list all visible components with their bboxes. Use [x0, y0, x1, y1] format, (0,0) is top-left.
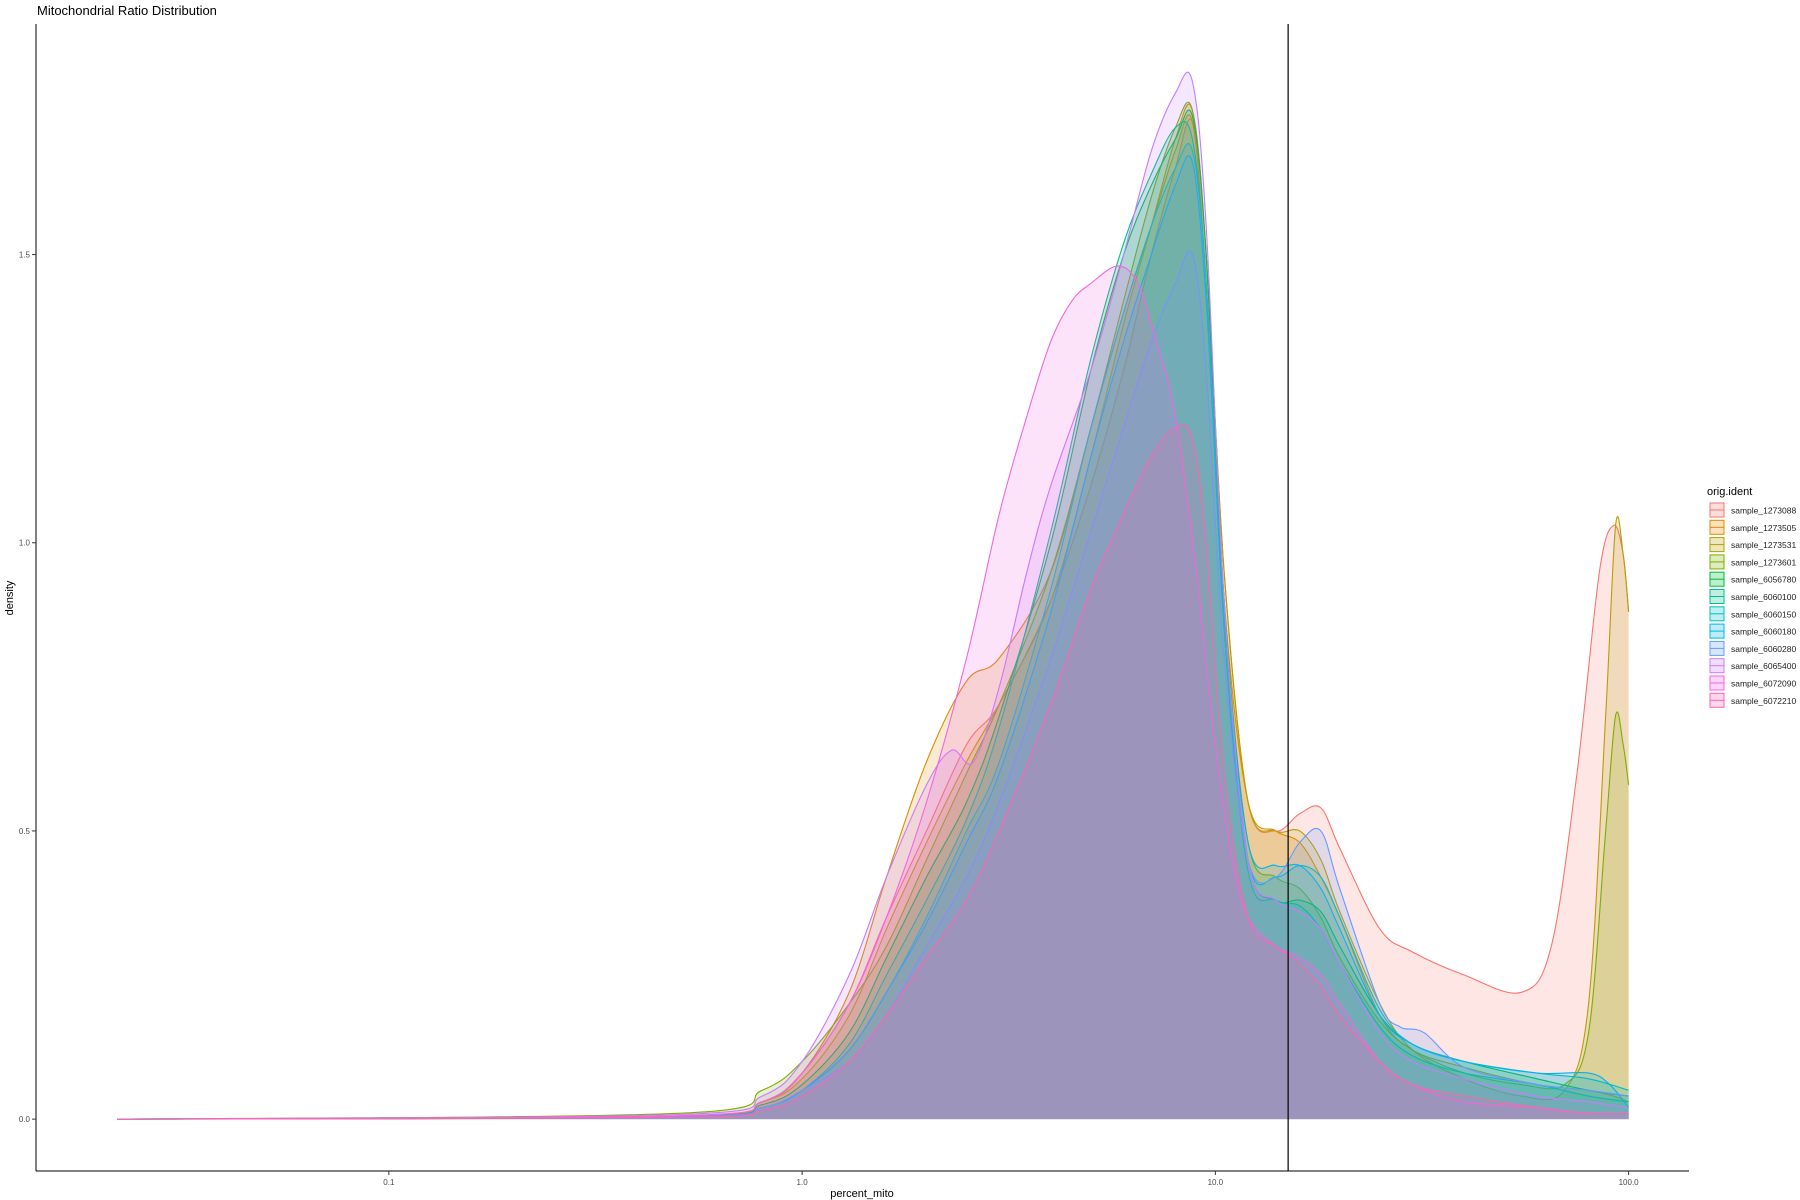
series-layer — [117, 71, 1630, 1120]
legend-items: sample_1273088 sample_1273505 sample_12735… — [1709, 502, 1796, 708]
density-line-sample_6060280 — [117, 250, 1629, 1120]
legend-item-sample_6060180: sample_6060180 — [1709, 623, 1796, 639]
density-line-sample_6072090 — [117, 265, 1629, 1120]
legend-item-sample_6060150: sample_6060150 — [1709, 606, 1796, 622]
y-tick-label: 1.5 — [19, 251, 31, 260]
legend-label: sample_6056780 — [1731, 575, 1796, 585]
legend-item-sample_6072210: sample_6072210 — [1709, 692, 1796, 708]
x-tick-label: 10.0 — [1208, 1178, 1224, 1187]
y-tick-label: 0.0 — [19, 1115, 31, 1124]
legend-item-sample_6072090: sample_6072090 — [1709, 675, 1796, 691]
legend-label: sample_6072210 — [1731, 696, 1796, 706]
legend-label: sample_1273531 — [1731, 540, 1796, 550]
density-area-sample_6060150 — [117, 143, 1629, 1120]
legend-item-sample_6065400: sample_6065400 — [1709, 658, 1796, 674]
legend-label: sample_6060150 — [1731, 609, 1796, 619]
legend-item-sample_1273601: sample_1273601 — [1709, 554, 1796, 570]
density-area-sample_6060280 — [117, 250, 1629, 1120]
density-line-sample_6072210 — [117, 424, 1629, 1120]
legend-label: sample_6065400 — [1731, 661, 1796, 671]
chart-title: Mitochondrial Ratio Distribution — [37, 3, 217, 18]
density-line-sample_6056780 — [117, 109, 1629, 1120]
legend-title: orig.ident — [1707, 486, 1752, 498]
legend-item-sample_6056780: sample_6056780 — [1709, 571, 1796, 587]
legend-item-sample_6060280: sample_6060280 — [1709, 640, 1796, 656]
y-axis-ticks: 0.0 0.5 1.0 1.5 — [19, 251, 36, 1124]
x-tick-label: 1.0 — [797, 1178, 809, 1187]
legend-label: sample_6060280 — [1731, 644, 1796, 654]
x-tick-label: 0.1 — [383, 1178, 395, 1187]
legend-item-sample_1273531: sample_1273531 — [1709, 537, 1796, 553]
legend-item-sample_6060100: sample_6060100 — [1709, 589, 1796, 604]
x-axis-label: percent_mito — [830, 1188, 894, 1200]
legend: orig.ident sample_1273088sample_1273505s… — [1707, 486, 1796, 708]
legend-label: sample_6072090 — [1731, 679, 1796, 689]
legend-label: sample_1273088 — [1731, 506, 1796, 516]
x-tick-label: 100.0 — [1619, 1178, 1640, 1187]
legend-label: sample_1273505 — [1731, 523, 1796, 533]
density-area-sample_1273601 — [117, 102, 1629, 1120]
y-tick-label: 1.0 — [19, 539, 31, 548]
density-area-sample_1273531 — [117, 104, 1629, 1120]
legend-item-sample_1273505: sample_1273505 — [1709, 519, 1796, 535]
legend-label: sample_6060100 — [1731, 592, 1796, 602]
density-line-sample_6060180 — [117, 155, 1630, 1120]
density-line-sample_6060100 — [117, 121, 1629, 1120]
legend-label: sample_6060180 — [1731, 627, 1796, 637]
y-axis-label: density — [4, 580, 16, 615]
density-line-sample_6065400 — [117, 71, 1629, 1120]
x-axis-ticks: 0.1 1.0 10.0 100.0 — [383, 1171, 1639, 1187]
y-tick-label: 0.5 — [19, 827, 31, 836]
density-area-sample_6072210 — [117, 424, 1629, 1120]
density-area-sample_6060180 — [117, 155, 1629, 1120]
legend-item-sample_1273088: sample_1273088 — [1709, 502, 1796, 518]
legend-label: sample_1273601 — [1731, 557, 1796, 567]
